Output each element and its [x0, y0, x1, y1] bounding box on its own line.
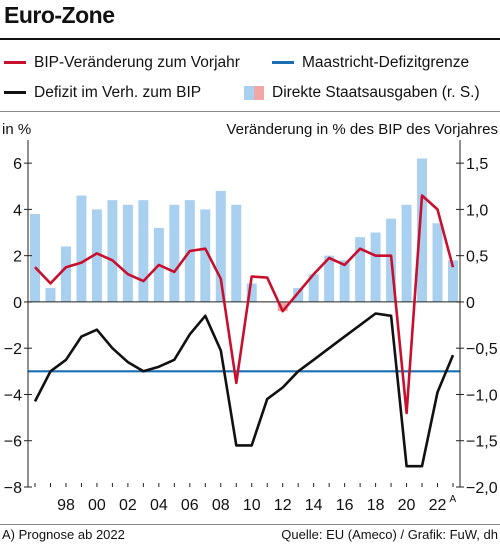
right-tick-label: 0	[466, 295, 475, 312]
x-tick-label: 00	[88, 497, 106, 514]
x-tick-label: 06	[181, 497, 199, 514]
x-tick-label: 08	[212, 497, 230, 514]
x-tick-label: 10	[243, 497, 261, 514]
spending-bar	[76, 195, 87, 302]
footer-rule	[0, 524, 500, 525]
legend-label-deficit: Defizit im Verh. zum BIP	[34, 84, 202, 101]
spending-bar	[448, 260, 458, 302]
source-credit: Quelle: EU (Ameco) / Grafik: FuW, dh	[281, 527, 498, 542]
x-tick-superscript: A	[450, 494, 457, 505]
spending-bar	[169, 204, 180, 302]
left-tick-label: −6	[4, 434, 22, 451]
right-tick-label: 1,5	[466, 156, 488, 173]
gdp-series	[34, 194, 455, 415]
gdp-growth-line	[34, 194, 455, 415]
legend-swatch-spending-neg	[254, 85, 264, 100]
legend-item-spending: Direkte Staatsausgaben (r. S.)	[244, 83, 480, 103]
spending-bar	[417, 158, 428, 302]
legend-swatch-gdp	[4, 61, 26, 65]
x-tick-label: 14	[305, 497, 323, 514]
right-tick-label: −2,0	[466, 480, 498, 497]
x-tick-label: 04	[150, 497, 168, 514]
spending-bar	[355, 237, 366, 302]
spending-bar	[324, 255, 335, 302]
deficit-line	[33, 312, 455, 468]
spending-bar	[91, 209, 102, 302]
x-tick-label: 98	[57, 497, 75, 514]
legend-label-gdp: BIP-Veränderung zum Vorjahr	[34, 54, 240, 71]
right-axis-unit: Veränderung in % des BIP des Vorjahres	[226, 121, 498, 138]
left-tick-label: −4	[4, 387, 22, 404]
legend-label-maastricht: Maastricht-Defizitgrenze	[302, 54, 470, 71]
spending-bar	[231, 204, 242, 302]
legend-swatch-maastricht	[272, 61, 294, 65]
spending-bar	[45, 288, 56, 302]
left-tick-label: 6	[13, 156, 22, 173]
spending-bar	[215, 190, 226, 302]
left-tick-label: −8	[4, 480, 22, 497]
x-tick-label: 22	[429, 497, 447, 514]
legend-item-deficit: Defizit im Verh. zum BIP	[4, 83, 201, 103]
right-tick-label: −1,0	[466, 387, 498, 404]
spending-bar	[60, 246, 71, 302]
title-rule	[0, 38, 500, 40]
left-tick-label: 2	[13, 249, 22, 266]
x-tick-label: 16	[336, 497, 354, 514]
x-tick-label: 18	[367, 497, 385, 514]
deficit-series	[33, 312, 455, 468]
spending-bar	[432, 223, 443, 302]
left-tick-label: 0	[13, 295, 22, 312]
spending-bar	[293, 288, 304, 302]
legend-swatch-spending-pos	[244, 85, 254, 100]
spending-bar	[30, 214, 40, 302]
spending-bar	[246, 283, 257, 302]
spending-bar	[370, 232, 381, 302]
legend-swatch-deficit	[4, 91, 26, 95]
right-tick-label: 1,0	[466, 202, 488, 219]
axes: 6420−2−4−6−81,51,00,50−0,5−1,0−1,5−2,098…	[4, 140, 498, 514]
legend-rule	[0, 111, 500, 112]
x-tick-label: 20	[398, 497, 416, 514]
left-axis-unit: in %	[2, 121, 32, 138]
right-tick-label: −0,5	[466, 341, 498, 358]
spending-bar	[401, 204, 412, 302]
right-tick-label: 0,5	[466, 249, 488, 266]
x-tick-label: 02	[119, 497, 137, 514]
x-tick-label: 12	[274, 497, 292, 514]
spending-bar	[138, 200, 149, 302]
spending-bar	[277, 301, 288, 312]
right-tick-label: −1,5	[466, 434, 498, 451]
legend-label-spending: Direkte Staatsausgaben (r. S.)	[272, 84, 480, 101]
legend-item-maastricht: Maastricht-Defizitgrenze	[272, 53, 469, 73]
left-tick-label: 4	[13, 202, 22, 219]
spending-bar	[122, 204, 133, 302]
left-tick-label: −2	[4, 341, 22, 358]
footnote: A) Prognose ab 2022	[2, 527, 125, 542]
chart-title: Euro-Zone	[4, 2, 115, 28]
spending-bar	[308, 274, 319, 302]
spending-bar	[200, 209, 211, 302]
legend-item-gdp: BIP-Veränderung zum Vorjahr	[4, 53, 240, 73]
spending-bar	[107, 200, 118, 302]
spending-bar	[339, 260, 350, 302]
